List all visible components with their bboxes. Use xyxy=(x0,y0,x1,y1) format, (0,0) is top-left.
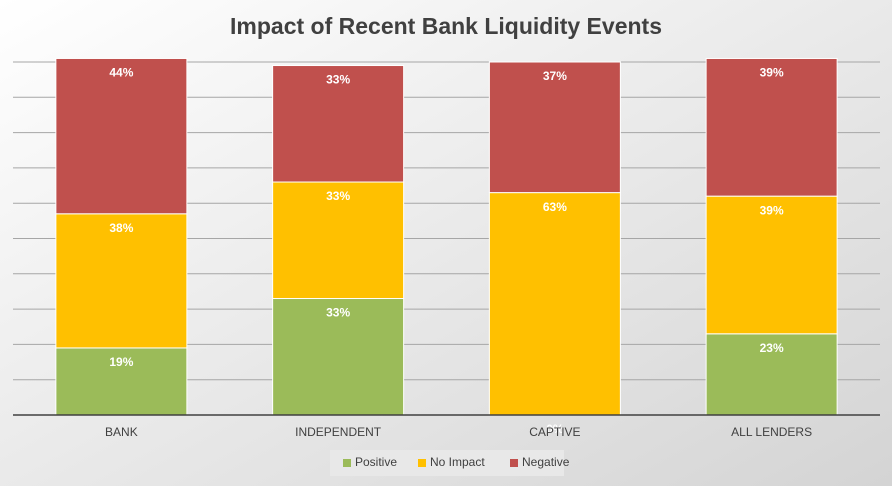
bar-segment xyxy=(705,57,838,197)
data-label: 44% xyxy=(109,66,133,80)
legend-swatch xyxy=(510,459,518,467)
legend-swatch xyxy=(418,459,426,467)
bar-segment xyxy=(488,61,621,194)
legend-swatch xyxy=(343,459,351,467)
data-label: 0% xyxy=(546,422,564,436)
legend-label: Negative xyxy=(522,455,570,469)
bar-segment xyxy=(705,333,838,416)
legend-label: Positive xyxy=(355,455,397,469)
data-label: 39% xyxy=(760,66,784,80)
legend-box xyxy=(330,450,564,476)
data-label: 19% xyxy=(109,355,133,369)
data-label: 38% xyxy=(109,221,133,235)
x-tick-label: ALL LENDERS xyxy=(731,425,812,439)
data-label: 37% xyxy=(543,69,567,83)
data-label: 33% xyxy=(326,189,350,203)
bar-segment xyxy=(55,213,188,349)
bar-segment xyxy=(488,192,621,416)
data-label: 33% xyxy=(326,73,350,87)
x-tick-label: BANK xyxy=(105,425,138,439)
bar-segment xyxy=(55,57,188,215)
legend-label: No Impact xyxy=(430,455,485,469)
bar-segment xyxy=(272,181,405,300)
x-tick-label: INDEPENDENT xyxy=(295,425,382,439)
bar-segment xyxy=(705,195,838,335)
bar-segment xyxy=(55,347,188,416)
bar-segment xyxy=(272,65,405,183)
data-label: 23% xyxy=(760,341,784,355)
data-label: 39% xyxy=(760,203,784,217)
chart-title: Impact of Recent Bank Liquidity Events xyxy=(230,13,662,39)
x-tick-label: CAPTIVE xyxy=(529,425,580,439)
data-label: 63% xyxy=(543,200,567,214)
data-label: 33% xyxy=(326,306,350,320)
